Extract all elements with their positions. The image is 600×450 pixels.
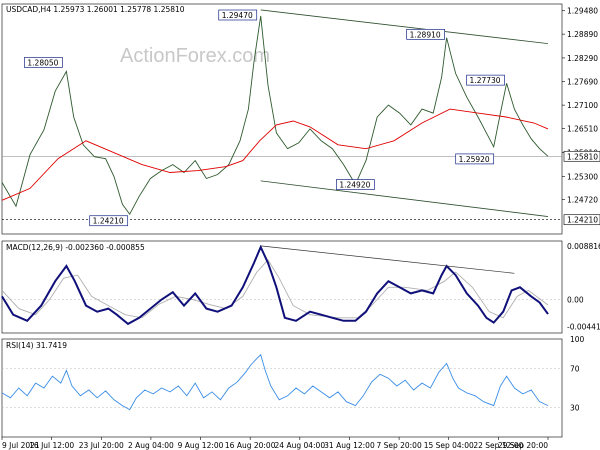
- price-annotation-box: [218, 9, 258, 21]
- price-tick-label: 1.28890: [567, 30, 598, 39]
- instrument-header: USDCAD,H4 1.25973 1.26001 1.25778 1.2581…: [6, 5, 185, 14]
- price-tick-label: 1.27100: [567, 101, 598, 110]
- macd-line: [1, 244, 549, 326]
- macd-tick-label: 0.00: [567, 295, 584, 304]
- rsi-line: [1, 353, 549, 411]
- macd-tick-label: 0.008816: [567, 242, 600, 251]
- upper-channel-line: [260, 9, 549, 45]
- rsi-panel: [1, 338, 563, 438]
- rsi-tick-label: 70: [570, 364, 580, 373]
- x-tick-label: 31 Aug 12:00: [324, 441, 375, 450]
- price-annotation-box: [89, 215, 129, 227]
- x-tick-label: 23 Jul 20:00: [79, 441, 124, 450]
- current-price-label: 1.25810: [567, 152, 598, 161]
- rsi-title: RSI(14) 31.7419: [6, 341, 67, 350]
- x-tick-label: 2 Aug 04:00: [128, 441, 174, 450]
- rsi-tick-label: 30: [570, 404, 580, 413]
- macd-tick-label: -0.004416: [567, 322, 600, 331]
- price-tick-label: 1.25300: [567, 173, 598, 182]
- price-tick-label: 1.26510: [567, 125, 598, 134]
- price-tick-label: 1.29480: [567, 7, 598, 16]
- x-tick-label: 29 Sep 20:00: [498, 441, 548, 450]
- x-tick-label: 9 Aug 12:00: [178, 441, 224, 450]
- price-tick-label: 1.28290: [567, 54, 598, 63]
- price-annotation-label: 1.28050: [27, 58, 58, 67]
- x-tick-label: 7 Sep 20:00: [376, 441, 422, 450]
- x-tick-label: 22 Sep 12:00: [473, 441, 523, 450]
- price-annotation-label: 1.29470: [222, 11, 253, 20]
- price-annotation-box: [466, 74, 505, 86]
- x-tick-label: 15 Sep 04:00: [424, 441, 474, 450]
- price-annotation-label: 1.25920: [459, 155, 490, 164]
- price-annotation-label: 1.27730: [470, 76, 501, 85]
- support-price-label: 1.24210: [567, 216, 598, 225]
- x-tick-label: 16 Aug 20:00: [225, 441, 276, 450]
- price-annotation-label: 1.24210: [93, 217, 124, 226]
- moving-average-line: [1, 108, 549, 201]
- price-annotation-label: 1.28910: [410, 30, 441, 39]
- price-annotation-box: [336, 179, 375, 190]
- price-tick-label: 1.27690: [567, 78, 598, 87]
- macd-signal-line: [1, 259, 549, 319]
- price-annotation-label: 1.24920: [339, 181, 370, 190]
- rsi-tick-label: 100: [570, 335, 585, 344]
- lower-channel-line: [260, 180, 549, 217]
- macd-panel: [1, 240, 563, 334]
- price-annotation-box: [406, 28, 445, 40]
- price-annotation-box: [455, 153, 495, 165]
- price-annotation-box: [24, 57, 63, 68]
- current-price-tag: [563, 150, 600, 162]
- macd-title: MACD(12,26,9) -0.002360 -0.000855: [6, 243, 145, 252]
- support-price-tag: [563, 214, 600, 226]
- watermark: ActionForex.com: [120, 45, 270, 67]
- price-tick-label: 1.24720: [567, 196, 598, 205]
- price-panel: [1, 3, 563, 235]
- price-series: [1, 15, 549, 216]
- macd-trendline: [260, 245, 515, 274]
- x-tick-label: 24 Aug 04:00: [275, 441, 326, 450]
- x-tick-label: 9 Jul 2021: [2, 441, 40, 450]
- x-tick-label: 16 Jul 12:00: [29, 441, 74, 450]
